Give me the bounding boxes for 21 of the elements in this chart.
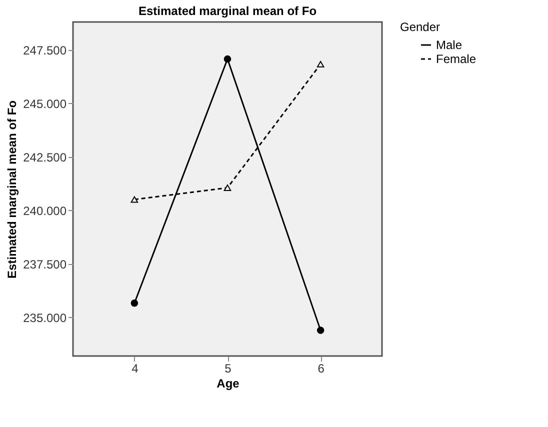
y-tick-label: 237.500	[23, 257, 67, 272]
y-axis-title: Estimated marginal mean of Fo	[5, 100, 20, 279]
point	[130, 196, 138, 203]
y-tick-label: 245.000	[23, 96, 67, 111]
point	[130, 299, 138, 307]
legend-label: Female	[436, 52, 476, 66]
legend-title: Gender	[400, 20, 440, 34]
x-axis-title: Age	[216, 376, 240, 390]
x-tick-label: 5	[224, 362, 232, 376]
x-tick-label: 4	[132, 362, 139, 376]
point	[224, 184, 232, 191]
chart-title: Estimated marginal mean of Fo	[138, 4, 317, 18]
legend-label: Male	[436, 38, 462, 52]
point	[316, 326, 324, 334]
y-tick-label: 235.000	[23, 310, 67, 325]
y-tick-label: 247.500	[23, 43, 67, 58]
y-tick-label: 240.000	[23, 204, 67, 218]
x-tick-label: 6	[318, 362, 325, 376]
point	[224, 55, 232, 63]
y-tick-label: 242.500	[23, 150, 67, 164]
point	[316, 60, 324, 68]
